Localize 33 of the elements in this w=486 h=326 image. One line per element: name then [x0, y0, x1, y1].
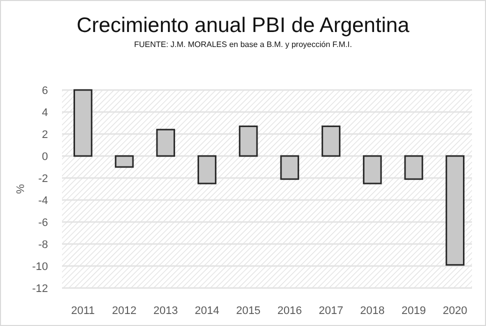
bar — [404, 155, 424, 180]
y-axis-title: % — [15, 184, 27, 194]
y-tick-label: -6 — [38, 216, 48, 229]
y-tick-label: 6 — [42, 84, 48, 97]
x-tick-label: 2020 — [442, 305, 468, 317]
y-tick-label: 4 — [42, 106, 48, 119]
y-tick-label: -8 — [38, 238, 48, 251]
bar — [280, 155, 300, 180]
x-tick-label: 2019 — [401, 305, 426, 317]
bar — [156, 128, 176, 157]
y-tick-label: -12 — [32, 282, 48, 295]
x-tick-label: 2011 — [71, 305, 95, 317]
y-tick-label: -10 — [32, 260, 48, 273]
bar — [446, 155, 464, 266]
x-tick-label: 2017 — [318, 305, 344, 317]
bar — [238, 126, 258, 157]
x-tick-label: 2015 — [236, 305, 261, 317]
y-tick-label: 2 — [42, 128, 48, 141]
chart-title: Crecimiento anual PBI de Argentina — [76, 14, 410, 37]
x-tick-label: 2012 — [112, 305, 137, 317]
bar — [362, 155, 382, 184]
x-tick-label: 2013 — [153, 305, 178, 317]
bar — [74, 89, 92, 157]
bar — [198, 155, 216, 184]
y-tick-label: -4 — [38, 194, 48, 207]
x-tick-label: 2014 — [194, 305, 220, 317]
bar — [322, 126, 340, 157]
chart-subtitle: FUENTE: J.M. MORALES en base a B.M. y proyección F.M.I. — [134, 40, 352, 49]
x-tick-label: 2016 — [277, 305, 302, 317]
bar — [114, 155, 134, 168]
y-tick-label: -2 — [38, 172, 48, 185]
x-tick-label: 2018 — [360, 305, 385, 317]
y-tick-label: 0 — [42, 150, 48, 163]
